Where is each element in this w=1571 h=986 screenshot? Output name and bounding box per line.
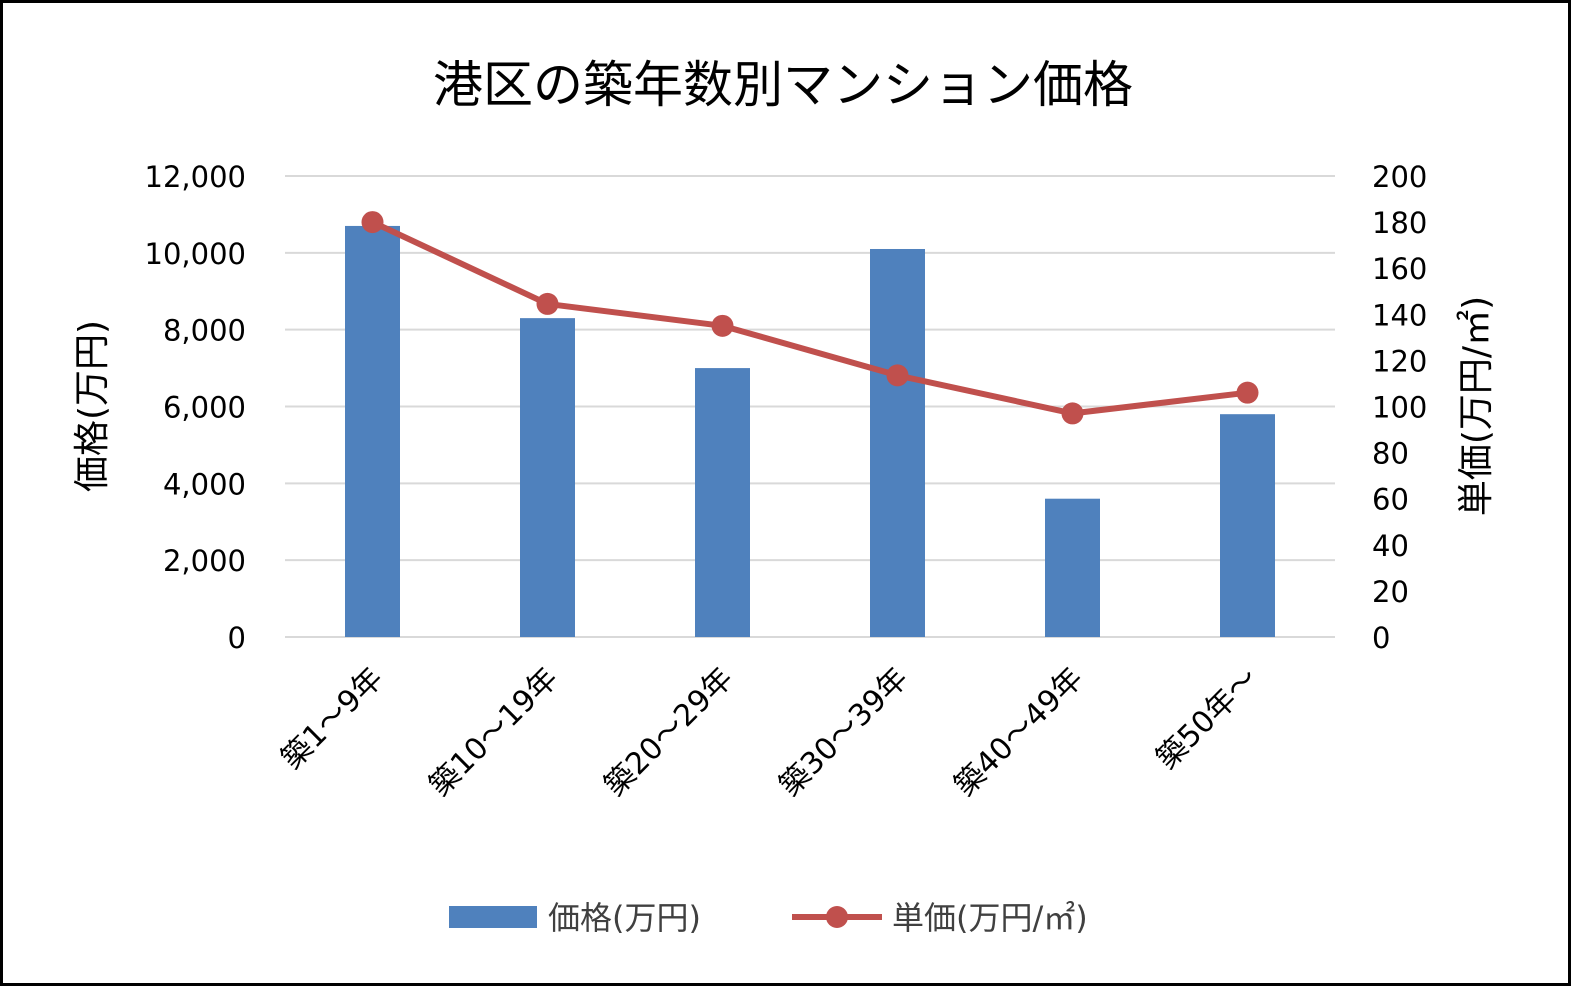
legend-line-marker: [826, 906, 848, 928]
category-label: 築1～9年: [275, 661, 390, 776]
line-point: [886, 364, 909, 387]
right-axis-ticks: 0 20 40 60 80 100 120 140 160 180 200: [1372, 160, 1427, 655]
right-tick-label: 0: [1372, 621, 1390, 655]
right-tick-label: 120: [1372, 344, 1427, 378]
right-tick-label: 180: [1372, 206, 1427, 240]
right-tick-label: 40: [1372, 529, 1409, 563]
category-label: 築40～49年: [948, 661, 1090, 803]
right-tick-label: 20: [1372, 575, 1409, 609]
line-point: [1236, 381, 1259, 404]
line-point: [361, 211, 384, 234]
legend-bar-label: 価格(万円): [548, 899, 701, 937]
bar: [520, 318, 575, 637]
right-axis-title: 単価(万円/㎡): [1455, 296, 1497, 516]
left-axis-title: 価格(万円): [72, 320, 113, 492]
legend-line-label: 単価(万円/㎡): [892, 899, 1088, 937]
category-axis-labels: 築1～9年 築10～19年 築20～29年 築30～39年 築40～49年 築50年～: [275, 661, 1265, 803]
line-point: [1061, 402, 1084, 425]
left-tick-label: 6,000: [163, 391, 246, 425]
left-axis-ticks: 0 2,000 4,000 6,000 8,000 10,000 12,000: [145, 160, 246, 655]
bar-series: [345, 225, 1275, 638]
right-tick-label: 140: [1372, 298, 1427, 332]
category-label: 築20～29年: [598, 661, 740, 803]
right-tick-label: 160: [1372, 252, 1427, 286]
right-tick-label: 200: [1372, 160, 1427, 194]
left-tick-label: 8,000: [163, 314, 246, 348]
bar: [1220, 414, 1275, 637]
bar: [870, 248, 925, 637]
legend-bar-swatch: [449, 906, 537, 928]
left-tick-label: 4,000: [163, 467, 246, 501]
left-tick-label: 2,000: [163, 544, 246, 578]
bar: [345, 225, 400, 638]
category-label: 築30～39年: [773, 661, 915, 803]
gridlines: [285, 175, 1335, 638]
line-point: [711, 314, 734, 337]
right-tick-label: 60: [1372, 483, 1409, 517]
bar: [695, 368, 750, 637]
left-tick-label: 10,000: [145, 237, 246, 271]
right-tick-label: 80: [1372, 437, 1409, 471]
line-point: [536, 292, 559, 315]
legend: 価格(万円) 単価(万円/㎡): [449, 899, 1088, 937]
chart-title: 港区の築年数別マンション価格: [433, 56, 1133, 114]
line-series: [361, 211, 1259, 425]
series-line: [371, 219, 1248, 417]
category-label: 築10～19年: [423, 661, 565, 803]
left-tick-label: 12,000: [145, 160, 246, 194]
right-tick-label: 100: [1372, 391, 1427, 425]
bar: [1045, 498, 1100, 637]
category-label: 築50年～: [1150, 661, 1265, 776]
left-tick-label: 0: [228, 621, 246, 655]
